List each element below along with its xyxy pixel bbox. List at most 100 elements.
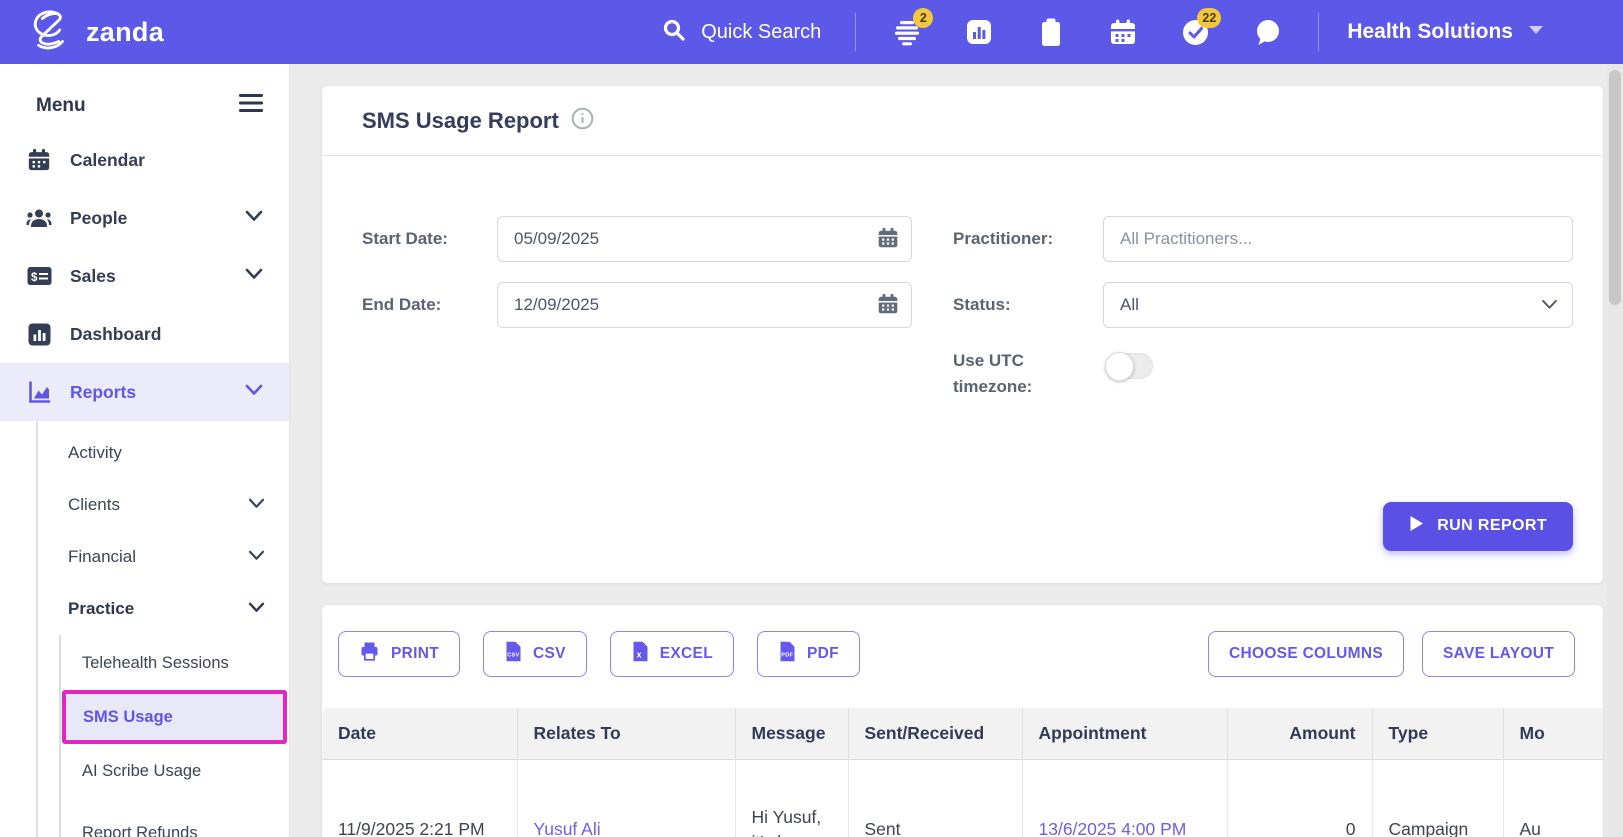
top-bar-actions: Quick Search 2 — [662, 8, 1623, 51]
column-header-date[interactable]: Date — [322, 707, 517, 760]
sidebar-item-label: Reports — [70, 381, 137, 402]
main-content: SMS Usage Report Start Date: — [290, 64, 1623, 837]
svg-text:CSV: CSV — [507, 652, 519, 658]
run-report-label: RUN REPORT — [1437, 517, 1547, 535]
save-layout-label: SAVE LAYOUT — [1443, 644, 1554, 662]
column-header-appointment[interactable]: Appointment — [1021, 707, 1227, 760]
search-icon — [662, 18, 686, 47]
file-csv-icon: CSV — [504, 641, 522, 667]
sidebar-item-label: Report Refunds — [82, 823, 198, 837]
hamburger-icon[interactable] — [239, 94, 263, 117]
report-results-card: PRINT CSV CSV — [322, 604, 1603, 837]
sidebar-item-activity[interactable]: Activity — [38, 427, 289, 479]
chat-icon[interactable] — [1252, 17, 1282, 47]
sales-icon: $ — [26, 266, 52, 286]
sidebar-item-report-refunds[interactable]: Report Refunds — [61, 809, 289, 837]
account-menu[interactable]: Health Solutions — [1319, 20, 1623, 44]
brand-logo[interactable]: zanda — [28, 7, 164, 58]
divider — [855, 13, 857, 51]
file-pdf-icon: PDF — [778, 641, 796, 667]
sidebar-item-dashboard[interactable]: Dashboard — [0, 305, 289, 363]
people-icon — [26, 207, 52, 229]
brand-name: zanda — [86, 16, 165, 47]
cell-date: 11/9/2025 2:21 PM — [322, 759, 517, 837]
status-label: Status: — [953, 294, 1011, 314]
svg-text:$: $ — [31, 272, 38, 284]
annotation-highlight-box: SMS Usage — [62, 690, 287, 744]
appointment-link[interactable]: 13/6/2025 4:00 PM — [1038, 819, 1187, 837]
pdf-button[interactable]: PDF PDF — [756, 630, 860, 677]
sidebar-item-label: Financial — [68, 547, 137, 566]
column-header-type[interactable]: Type — [1371, 707, 1503, 760]
check-circle-icon[interactable]: 22 — [1180, 8, 1222, 47]
end-date-label: End Date: — [362, 295, 442, 314]
top-bar: zanda Quick Search 2 — [0, 0, 1623, 64]
file-excel-icon: x — [631, 641, 649, 667]
analytics-icon[interactable] — [964, 17, 994, 47]
scrollbar-thumb[interactable] — [1609, 70, 1621, 305]
sidebar-item-financial[interactable]: Financial — [38, 531, 289, 583]
sidebar-item-label: Dashboard — [70, 323, 162, 344]
sidebar-item-label: AI Scribe Usage — [82, 761, 202, 780]
sidebar-item-label: Sales — [70, 265, 116, 286]
reports-icon — [26, 380, 52, 405]
csv-label: CSV — [533, 644, 566, 662]
relates-to-link[interactable]: Yusuf Ali — [533, 819, 601, 837]
save-layout-button[interactable]: SAVE LAYOUT — [1422, 630, 1575, 677]
sidebar-item-reports[interactable]: Reports — [0, 363, 289, 421]
practitioner-label: Practitioner: — [953, 228, 1054, 248]
sidebar: Menu Calendar — [0, 64, 290, 837]
calendar-picker-icon[interactable] — [877, 293, 899, 320]
chevron-down-icon — [1527, 23, 1545, 41]
sidebar-item-calendar[interactable]: Calendar — [0, 131, 289, 189]
svg-text:x: x — [636, 649, 641, 659]
chevron-down-icon — [248, 600, 265, 618]
sidebar-item-label: SMS Usage — [83, 707, 173, 726]
chevron-down-icon — [248, 548, 265, 566]
info-icon[interactable] — [571, 107, 594, 135]
column-header-mobile[interactable]: Mo — [1502, 707, 1603, 760]
choose-columns-button[interactable]: CHOOSE COLUMNS — [1207, 630, 1405, 677]
tasks-badge: 2 — [913, 8, 934, 28]
end-date-input[interactable] — [497, 282, 912, 328]
sidebar-item-practice[interactable]: Practice — [38, 583, 289, 635]
sidebar-item-telehealth-sessions[interactable]: Telehealth Sessions — [61, 639, 289, 687]
status-select[interactable]: All — [1103, 282, 1573, 328]
printer-icon — [359, 641, 380, 667]
table-header-row: Date Relates To Message Sent/Received Ap… — [322, 707, 1603, 760]
calendar-icon — [26, 148, 52, 172]
column-header-sent-received[interactable]: Sent/Received — [847, 707, 1022, 760]
csv-button[interactable]: CSV CSV — [483, 630, 587, 677]
print-button[interactable]: PRINT — [338, 630, 460, 677]
clipboard-icon[interactable] — [1036, 17, 1066, 47]
column-header-message[interactable]: Message — [734, 707, 848, 760]
chevron-down-icon — [248, 496, 265, 514]
sidebar-item-people[interactable]: People — [0, 189, 289, 247]
practitioner-input[interactable] — [1103, 216, 1573, 262]
start-date-input[interactable] — [497, 216, 912, 262]
play-icon — [1409, 515, 1424, 537]
cell-type: Campaign — [1371, 759, 1503, 837]
quick-search[interactable]: Quick Search — [662, 18, 821, 47]
sidebar-item-clients[interactable]: Clients — [38, 479, 289, 531]
run-report-button[interactable]: RUN REPORT — [1383, 501, 1573, 551]
tasks-icon[interactable]: 2 — [892, 8, 934, 47]
excel-button[interactable]: x EXCEL — [609, 630, 734, 677]
column-header-amount[interactable]: Amount — [1226, 707, 1372, 760]
sidebar-item-label: Activity — [68, 443, 122, 462]
sidebar-item-sales[interactable]: $ Sales — [0, 247, 289, 305]
quick-search-label: Quick Search — [701, 20, 822, 43]
page-scrollbar[interactable] — [1607, 64, 1623, 837]
sidebar-item-ai-scribe-usage[interactable]: AI Scribe Usage — [61, 747, 289, 795]
choose-columns-label: CHOOSE COLUMNS — [1228, 644, 1384, 662]
pdf-label: PDF — [806, 644, 839, 662]
top-icons: 2 — [856, 8, 1318, 47]
account-name: Health Solutions — [1347, 20, 1513, 43]
sidebar-item-sms-usage[interactable]: SMS Usage — [66, 694, 283, 740]
sidebar-item-label: Calendar — [70, 149, 145, 170]
calendar-nav-icon[interactable] — [1108, 17, 1138, 47]
utc-timezone-toggle[interactable] — [1105, 352, 1153, 381]
column-header-relates-to[interactable]: Relates To — [516, 707, 735, 760]
calendar-picker-icon[interactable] — [877, 227, 899, 254]
sidebar-item-label: Clients — [68, 495, 120, 514]
